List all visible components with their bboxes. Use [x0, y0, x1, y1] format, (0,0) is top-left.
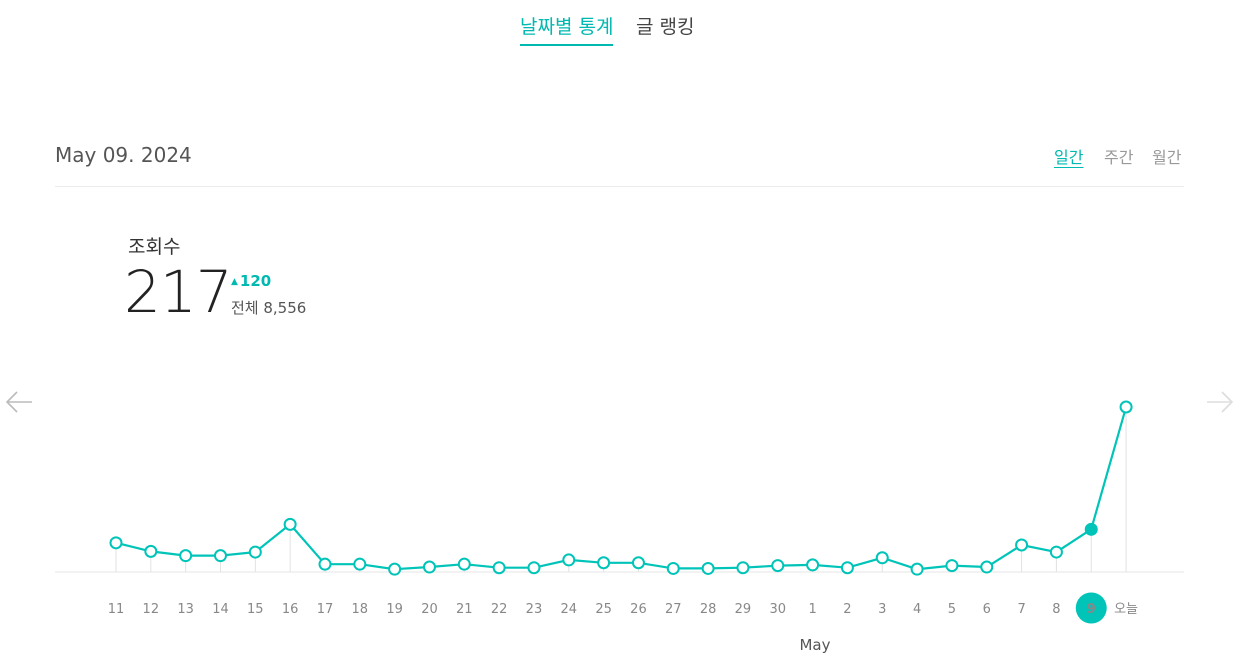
chart-point [283, 517, 297, 531]
arrow-right-icon[interactable] [1205, 388, 1235, 416]
chart-point [422, 560, 436, 574]
chart-point [666, 561, 680, 575]
period-monthly-button[interactable]: 월간 [1152, 148, 1182, 167]
x-tick-label: 1 [808, 602, 816, 617]
x-tick-label: 오늘 [1114, 602, 1138, 617]
stat-delta: ▲ 120 [231, 272, 271, 290]
x-tick-label: 8 [1052, 602, 1060, 617]
stat-delta-value: 120 [239, 272, 272, 290]
x-tick-label: 24 [561, 602, 578, 617]
tab-post-ranking[interactable]: 글 랭킹 [636, 16, 695, 38]
chart-point [736, 561, 750, 575]
x-tick-label: 18 [352, 602, 369, 617]
current-date: May 09. 2024 [55, 143, 192, 167]
x-tick-label: 19 [386, 602, 403, 617]
triangle-up-icon: ▲ [231, 277, 238, 287]
period-weekly-button[interactable]: 주간 [1104, 148, 1134, 167]
x-tick-label: 11 [108, 602, 125, 617]
x-tick-label: 2 [843, 602, 851, 617]
chart-point [213, 549, 227, 563]
x-tick-label: 27 [665, 602, 682, 617]
chart-point [562, 553, 576, 567]
x-tick-label: 21 [456, 602, 473, 617]
chart-point [144, 544, 158, 558]
chart-point [457, 557, 471, 571]
chart-point [109, 536, 123, 550]
stat-value: 217 [124, 258, 233, 326]
chart-point [806, 558, 820, 572]
x-tick-label: 14 [212, 602, 229, 617]
chart-point [179, 549, 193, 563]
x-tick-label: 29 [735, 602, 752, 617]
chart-point [945, 559, 959, 573]
header-divider [55, 186, 1184, 187]
chart-point [910, 562, 924, 576]
x-tick-label: 4 [913, 602, 921, 617]
x-tick-label: 26 [630, 602, 647, 617]
chart-point [701, 561, 715, 575]
chart-point [1084, 522, 1098, 536]
arrow-left-icon[interactable] [4, 388, 34, 416]
x-tick-label: 17 [317, 602, 334, 617]
x-tick-label: 16 [282, 602, 299, 617]
chart-point [1119, 400, 1133, 414]
stat-total: 전체 8,556 [231, 299, 307, 317]
chart-point [980, 560, 994, 574]
period-daily-button[interactable]: 일간 [1054, 148, 1084, 167]
x-tick-label: 3 [878, 602, 886, 617]
x-tick-label: 6 [983, 602, 991, 617]
x-tick-label: 7 [1017, 602, 1025, 617]
x-tick-label: 30 [769, 602, 786, 617]
month-label: May [799, 636, 830, 654]
stat-title: 조회수 [128, 236, 181, 258]
chart-point [1049, 545, 1063, 559]
chart-point [631, 556, 645, 570]
chart-point [248, 545, 262, 559]
x-tick-label: 13 [177, 602, 194, 617]
x-tick-label: 25 [595, 602, 612, 617]
selected-day-label: 9 [1087, 602, 1096, 617]
chart-point [771, 559, 785, 573]
tab-daily-stats[interactable]: 날짜별 통계 [520, 12, 614, 46]
chart-point [353, 557, 367, 571]
x-tick-label: 22 [491, 602, 508, 617]
x-tick-label: 28 [700, 602, 717, 617]
x-tick-label: 12 [143, 602, 160, 617]
chart-point [318, 557, 332, 571]
chart-series-line [115, 406, 1128, 571]
x-tick-label: 5 [948, 602, 956, 617]
x-tick-label: 15 [247, 602, 264, 617]
chart-point [875, 551, 889, 565]
chart-point [527, 561, 541, 575]
x-tick-label: 23 [526, 602, 543, 617]
chart-point [388, 562, 402, 576]
x-tick-label: 20 [421, 602, 438, 617]
chart-point [492, 561, 506, 575]
chart-point [1015, 538, 1029, 552]
selected-day-badge [1075, 592, 1107, 624]
chart-point [597, 556, 611, 570]
chart-point [840, 561, 854, 575]
